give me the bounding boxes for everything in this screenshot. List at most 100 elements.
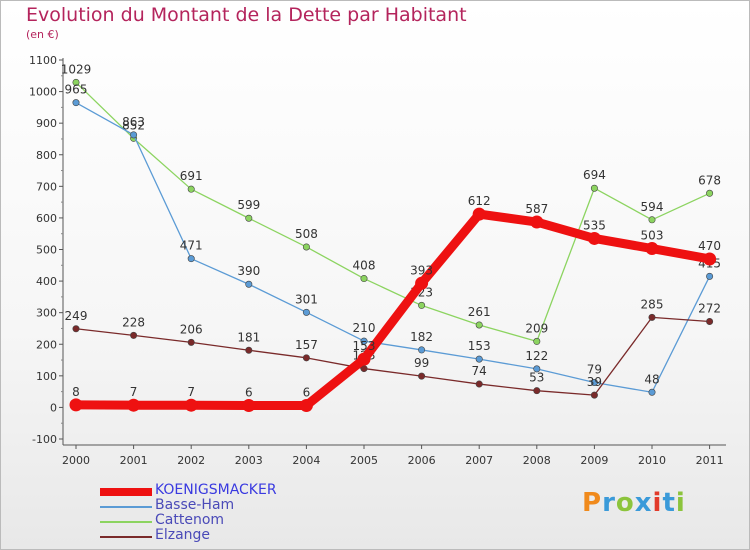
- data-point-cattenom: [302, 243, 310, 251]
- data-label-koenigsmacker: 612: [468, 194, 491, 208]
- y-tick-label: 300: [36, 307, 57, 320]
- data-label-basse-ham: 390: [237, 264, 260, 278]
- series-line-koenigsmacker: [71, 209, 715, 411]
- y-tick-label: 700: [36, 180, 57, 193]
- chart-title: Evolution du Montant de la Dette par Hab…: [26, 4, 467, 26]
- data-point-koenigsmacker: [703, 252, 717, 266]
- logo-letter: i: [675, 488, 686, 518]
- data-label-koenigsmacker: 535: [583, 218, 606, 232]
- legend-swatch-elzange: [100, 536, 152, 538]
- data-point-koenigsmacker: [587, 231, 601, 245]
- data-label-elzange: 228: [122, 315, 145, 329]
- data-point-cattenom: [533, 337, 541, 345]
- data-point-koenigsmacker: [242, 399, 256, 413]
- data-label-cattenom: 694: [583, 168, 606, 182]
- series-line-basse-ham: [75, 101, 711, 393]
- x-tick-label: 2004: [292, 454, 320, 467]
- data-label-cattenom: 678: [698, 173, 721, 187]
- x-tick-label: 2008: [523, 454, 551, 467]
- data-point-cattenom: [590, 184, 598, 192]
- x-tick-label: 2010: [638, 454, 666, 467]
- chart-subtitle: (en €): [26, 28, 59, 41]
- data-label-koenigsmacker: 470: [698, 239, 721, 253]
- x-tick-label: 2005: [350, 454, 378, 467]
- data-label-koenigsmacker: 7: [187, 385, 195, 399]
- data-point-basse-ham: [648, 388, 656, 396]
- data-point-elzange: [648, 313, 656, 321]
- data-label-basse-ham: 79: [587, 362, 602, 376]
- data-point-basse-ham: [533, 365, 541, 373]
- data-point-koenigsmacker: [472, 207, 486, 221]
- data-label-elzange: 272: [698, 302, 721, 316]
- legend-label-basse-ham: Basse-Ham: [155, 497, 235, 513]
- data-label-elzange: 74: [472, 364, 487, 378]
- data-point-cattenom: [187, 185, 195, 193]
- data-label-koenigsmacker: 153: [353, 339, 376, 353]
- data-point-basse-ham: [302, 308, 310, 316]
- data-label-elzange: 206: [180, 322, 203, 336]
- data-label-cattenom: 594: [641, 200, 664, 214]
- logo-letter: t: [662, 488, 676, 518]
- x-tick-label: 2002: [177, 454, 205, 467]
- y-tick-label: 900: [36, 117, 57, 130]
- data-point-basse-ham: [245, 280, 253, 288]
- data-point-basse-ham: [475, 355, 483, 363]
- data-point-koenigsmacker: [357, 352, 371, 366]
- data-label-elzange: 249: [65, 309, 88, 323]
- data-label-elzange: 157: [295, 338, 318, 352]
- logo-letter: x: [634, 488, 653, 518]
- data-label-koenigsmacker: 7: [130, 385, 138, 399]
- x-tick-label: 2011: [696, 454, 724, 467]
- data-label-basse-ham: 863: [122, 115, 145, 129]
- legend-label-koenigsmacker: KOENIGSMACKER: [155, 482, 277, 498]
- data-label-koenigsmacker: 8: [72, 385, 80, 399]
- data-point-koenigsmacker: [415, 276, 429, 290]
- x-tick-label: 2009: [580, 454, 608, 467]
- y-tick-label: 1100: [29, 54, 57, 67]
- y-tick-label: 800: [36, 149, 57, 162]
- data-point-cattenom: [706, 189, 714, 197]
- data-label-basse-ham: 122: [525, 349, 548, 363]
- x-tick-label: 2007: [465, 454, 493, 467]
- data-label-cattenom: 508: [295, 227, 318, 241]
- data-label-cattenom: 691: [180, 169, 203, 183]
- data-label-cattenom: 599: [237, 198, 260, 212]
- y-tick-label: -100: [32, 433, 57, 446]
- data-point-cattenom: [360, 275, 368, 283]
- brand-logo: Proxiti: [582, 488, 686, 518]
- data-label-koenigsmacker: 6: [245, 386, 253, 400]
- data-point-basse-ham: [418, 346, 426, 354]
- x-tick-label: 2000: [62, 454, 90, 467]
- data-point-cattenom: [245, 214, 253, 222]
- data-point-elzange: [130, 331, 138, 339]
- data-point-elzange: [302, 354, 310, 362]
- logo-letter: i: [652, 488, 663, 518]
- y-tick-label: 400: [36, 275, 57, 288]
- legend-swatch-basse-ham: [100, 506, 152, 508]
- logo-letter: o: [615, 488, 635, 518]
- y-tick-label: 1000: [29, 86, 57, 99]
- legend-label-cattenom: Cattenom: [155, 512, 225, 528]
- data-label-elzange: 181: [237, 330, 260, 344]
- data-label-cattenom: 209: [525, 321, 548, 335]
- logo-letter: P: [582, 488, 603, 518]
- data-label-koenigsmacker: 393: [410, 263, 433, 277]
- data-point-elzange: [245, 346, 253, 354]
- line-chart: -100 0 100 200 300 400 500 600 700 800 900 1000 1100…: [29, 54, 726, 467]
- data-label-basse-ham: 301: [295, 292, 318, 306]
- data-point-elzange: [533, 387, 541, 395]
- data-label-basse-ham: 471: [180, 239, 203, 253]
- data-point-basse-ham: [72, 99, 80, 107]
- data-point-elzange: [418, 372, 426, 380]
- series-line-cattenom: [75, 81, 711, 343]
- data-label-basse-ham: 153: [468, 339, 491, 353]
- y-tick-label: 600: [36, 212, 57, 225]
- data-point-cattenom: [475, 321, 483, 329]
- data-label-basse-ham: 182: [410, 330, 433, 344]
- data-label-cattenom: 1029: [61, 62, 92, 76]
- data-label-koenigsmacker: 6: [303, 386, 311, 400]
- data-point-elzange: [706, 318, 714, 326]
- x-tick-label: 2001: [120, 454, 148, 467]
- data-point-basse-ham: [590, 378, 598, 386]
- legend-swatch-koenigsmacker: [100, 488, 152, 496]
